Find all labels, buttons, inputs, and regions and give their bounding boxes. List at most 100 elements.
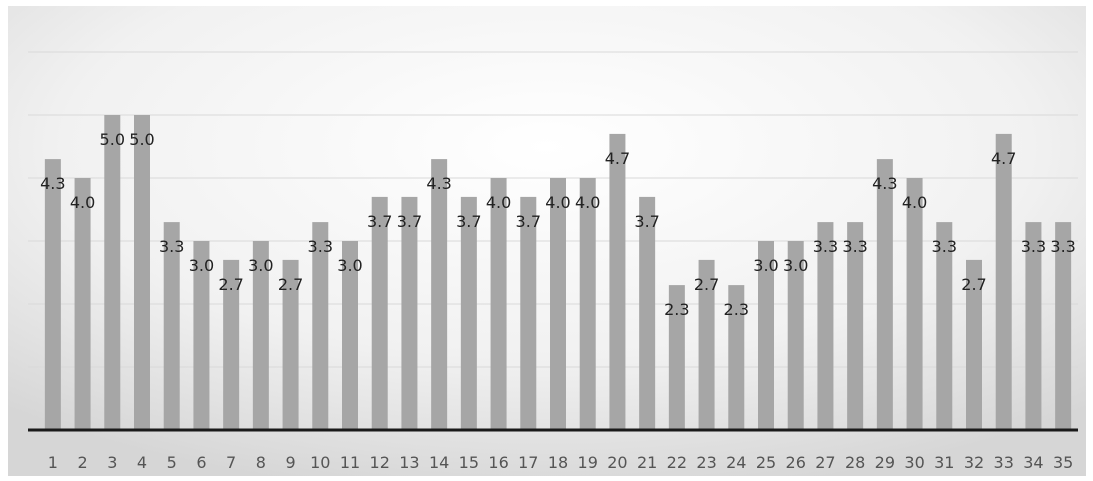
data-label-8: 3.0 <box>248 256 273 275</box>
data-label-16: 4.0 <box>486 193 511 212</box>
data-label-29: 4.3 <box>872 174 897 193</box>
bar-35 <box>1055 222 1072 430</box>
bar-19 <box>579 178 596 430</box>
x-tick-14: 14 <box>429 453 449 472</box>
data-label-30: 4.0 <box>902 193 927 212</box>
x-tick-10: 10 <box>310 453 330 472</box>
bar-23 <box>698 259 715 430</box>
data-labels: 4.34.05.0 5.03.33.02.73.02.73.33.03.7 3.74… <box>40 130 1076 319</box>
x-tick-16: 16 <box>488 453 508 472</box>
x-tick-labels: 1 2 3 4 5 6 7 8 9 10 11 12 13 14 15 16 17 18 19 20 21 22 23 24 2… <box>48 453 1074 472</box>
data-label-5: 3.3 <box>159 237 184 256</box>
x-tick-24: 24 <box>726 453 746 472</box>
bar-8 <box>252 241 269 430</box>
x-tick-35: 35 <box>1053 453 1073 472</box>
x-tick-25: 25 <box>756 453 776 472</box>
data-label-1: 4.3 <box>40 174 65 193</box>
data-label-25: 3.0 <box>753 256 778 275</box>
x-tick-15: 15 <box>459 453 479 472</box>
data-label-28: 3.3 <box>842 237 867 256</box>
x-tick-28: 28 <box>845 453 865 472</box>
data-label-15: 3.7 <box>456 212 481 231</box>
x-tick-22: 22 <box>667 453 687 472</box>
x-tick-3: 3 <box>107 453 117 472</box>
bar-11 <box>342 241 358 430</box>
x-tick-30: 30 <box>904 453 924 472</box>
bar-25 <box>758 241 774 430</box>
bar-5 <box>163 222 180 430</box>
bar-12 <box>371 196 388 430</box>
bar-31 <box>936 222 953 430</box>
data-label-18: 4.0 <box>545 193 570 212</box>
bar-24 <box>728 285 745 430</box>
x-tick-31: 31 <box>934 453 954 472</box>
x-tick-19: 19 <box>578 453 598 472</box>
x-tick-18: 18 <box>548 453 568 472</box>
data-label-22: 2.3 <box>664 300 689 319</box>
bar-28 <box>847 222 864 430</box>
x-tick-11: 11 <box>340 453 360 472</box>
x-tick-6: 6 <box>196 453 206 472</box>
bar-29 <box>876 159 893 430</box>
x-tick-17: 17 <box>518 453 538 472</box>
data-label-3: 5.0 <box>100 130 125 149</box>
bar-15 <box>460 196 477 430</box>
bar-16 <box>490 178 507 430</box>
data-label-32: 2.7 <box>961 275 986 294</box>
bar-22 <box>668 285 685 430</box>
x-tick-32: 32 <box>964 453 984 472</box>
data-label-19: 4.0 <box>575 193 600 212</box>
x-tick-7: 7 <box>226 453 236 472</box>
bar-33 <box>995 133 1012 430</box>
x-tick-26: 26 <box>786 453 806 472</box>
data-label-13: 3.7 <box>397 212 422 231</box>
data-label-14: 4.3 <box>426 174 451 193</box>
x-tick-20: 20 <box>607 453 627 472</box>
data-label-6: 3.0 <box>189 256 214 275</box>
data-label-21: 3.7 <box>634 212 659 231</box>
bar-9 <box>282 259 299 430</box>
x-tick-21: 21 <box>637 453 657 472</box>
data-label-24: 2.3 <box>724 300 749 319</box>
bar-4 <box>134 115 150 430</box>
data-label-17: 3.7 <box>516 212 541 231</box>
bar-26 <box>787 241 804 430</box>
bar-13 <box>401 196 418 430</box>
data-label-20: 4.7 <box>605 149 630 168</box>
data-label-11: 3.0 <box>337 256 362 275</box>
bars <box>44 115 1072 430</box>
data-label-23: 2.7 <box>694 275 719 294</box>
x-tick-5: 5 <box>167 453 177 472</box>
data-label-35: 3.3 <box>1050 237 1075 256</box>
data-label-31: 3.3 <box>932 237 957 256</box>
bar-18 <box>550 178 566 430</box>
bar-6 <box>193 241 210 430</box>
x-tick-8: 8 <box>256 453 266 472</box>
x-tick-1: 1 <box>48 453 58 472</box>
data-label-33: 4.7 <box>991 149 1016 168</box>
data-label-27: 3.3 <box>813 237 838 256</box>
x-tick-27: 27 <box>815 453 835 472</box>
bar-30 <box>906 178 923 430</box>
bar-20 <box>609 133 626 430</box>
data-label-26: 3.0 <box>783 256 808 275</box>
x-tick-34: 34 <box>1023 453 1043 472</box>
data-label-10: 3.3 <box>308 237 333 256</box>
x-tick-2: 2 <box>77 453 87 472</box>
bar-7 <box>223 259 240 430</box>
bar-14 <box>431 159 448 430</box>
x-tick-4: 4 <box>137 453 147 472</box>
bar-1 <box>44 159 61 430</box>
data-label-34: 3.3 <box>1021 237 1046 256</box>
data-label-7: 2.7 <box>218 275 243 294</box>
bar-10 <box>312 222 329 430</box>
bar-17 <box>520 196 537 430</box>
x-tick-9: 9 <box>285 453 295 472</box>
bar-3 <box>104 115 121 430</box>
x-tick-33: 33 <box>994 453 1014 472</box>
bar-32 <box>966 259 982 430</box>
x-tick-12: 12 <box>370 453 390 472</box>
bar-2 <box>74 178 91 430</box>
x-tick-29: 29 <box>875 453 895 472</box>
